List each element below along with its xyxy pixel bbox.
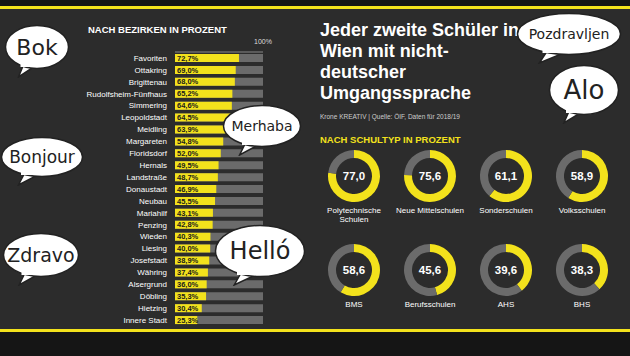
- svg-text:Ottakring: Ottakring: [135, 66, 167, 75]
- svg-text:Favoriten: Favoriten: [134, 54, 167, 63]
- svg-text:63,9%: 63,9%: [177, 125, 199, 134]
- html-text:Zdravo: Zdravo: [7, 244, 75, 266]
- html-text:Bonjour: Bonjour: [9, 147, 75, 167]
- html-text:Helló: Helló: [229, 237, 291, 265]
- svg-text:Donaustadt: Donaustadt: [126, 185, 168, 194]
- svg-text:25,3%: 25,3%: [177, 316, 199, 325]
- svg-text:Landstraße: Landstraße: [127, 173, 168, 182]
- svg-text:48,7%: 48,7%: [177, 173, 199, 182]
- svg-text:Hernals: Hernals: [139, 161, 167, 170]
- html-text:45,6: 45,6: [418, 264, 442, 276]
- svg-text:Penzing: Penzing: [138, 221, 167, 230]
- svg-text:65,2%: 65,2%: [177, 89, 199, 98]
- html-text:Volksschulen: Volksschulen: [558, 206, 606, 215]
- svg-text:36,0%: 36,0%: [177, 280, 199, 289]
- svg-text:Liesing: Liesing: [142, 244, 167, 253]
- html-text:Jeder zweite Schüler in Wien m: Jeder zweite Schüler in Wien mit nicht-d…: [320, 20, 520, 103]
- svg-text:30,4%: 30,4%: [177, 304, 199, 313]
- html-text:Krone KREATIV | Quelle: ÖIF, D: Krone KREATIV | Quelle: ÖIF, Daten für 2…: [320, 113, 460, 120]
- html-text:BHS: BHS: [573, 300, 591, 309]
- svg-text:40,3%: 40,3%: [177, 232, 199, 241]
- svg-text:Alsergrund: Alsergrund: [128, 280, 167, 289]
- svg-text:69,0%: 69,0%: [177, 66, 199, 75]
- svg-text:68,0%: 68,0%: [177, 77, 199, 86]
- svg-text:54,8%: 54,8%: [177, 137, 199, 146]
- html-text:NACH SCHULTYP IN PROZENT: NACH SCHULTYP IN PROZENT: [320, 134, 461, 145]
- html-text:Sonderschulen: Sonderschulen: [479, 206, 533, 215]
- html-text:61,1: 61,1: [494, 170, 518, 182]
- svg-text:Döbling: Döbling: [140, 292, 167, 301]
- svg-text:Meidling: Meidling: [137, 125, 167, 134]
- svg-text:Simmering: Simmering: [129, 101, 167, 110]
- svg-text:38,9%: 38,9%: [177, 256, 199, 265]
- html-text:Polytechnische Schulen: Polytechnische Schulen: [327, 206, 381, 224]
- html-text:58,9: 58,9: [570, 170, 594, 182]
- html-text:NACH BEZIRKEN IN PROZENT: NACH BEZIRKEN IN PROZENT: [88, 24, 227, 35]
- svg-text:46,9%: 46,9%: [177, 185, 199, 194]
- svg-text:72,7%: 72,7%: [177, 54, 199, 63]
- svg-text:Brigittenau: Brigittenau: [129, 78, 167, 87]
- svg-text:42,8%: 42,8%: [177, 220, 199, 229]
- html-text:77,0: 77,0: [342, 170, 366, 182]
- svg-text:Wieden: Wieden: [140, 232, 167, 241]
- svg-text:64,5%: 64,5%: [177, 113, 199, 122]
- html-text:39,6: 39,6: [494, 264, 518, 276]
- svg-text:40,0%: 40,0%: [177, 244, 199, 253]
- svg-text:35,3%: 35,3%: [177, 292, 199, 301]
- html-text:Bok: Bok: [16, 34, 58, 60]
- html-text:38,3: 38,3: [570, 264, 594, 276]
- svg-text:Hietzing: Hietzing: [138, 304, 167, 313]
- svg-text:Währing: Währing: [137, 268, 167, 277]
- svg-text:Leopoldstadt: Leopoldstadt: [121, 113, 168, 122]
- svg-text:49,5%: 49,5%: [177, 161, 199, 170]
- svg-text:45,5%: 45,5%: [177, 197, 199, 206]
- svg-text:Mariahilf: Mariahilf: [137, 209, 168, 218]
- svg-text:43,1%: 43,1%: [177, 209, 199, 218]
- html-text:BMS: BMS: [345, 300, 363, 309]
- html-text:Pozdravljen: Pozdravljen: [528, 26, 610, 42]
- svg-text:Josefstadt: Josefstadt: [131, 256, 168, 265]
- html-text:Merhaba: Merhaba: [231, 118, 293, 134]
- html-text:75,6: 75,6: [418, 170, 442, 182]
- html-text:Neue Mittelschulen: Neue Mittelschulen: [396, 206, 464, 215]
- svg-text:Innere Stadt: Innere Stadt: [123, 316, 167, 325]
- svg-text:52,0%: 52,0%: [177, 149, 199, 158]
- svg-text:Neubau: Neubau: [139, 197, 167, 206]
- html-text:AHS: AHS: [497, 300, 515, 309]
- html-text:Alo: Alo: [563, 75, 605, 105]
- html-text:Berufsschulen: Berufsschulen: [404, 300, 456, 309]
- svg-text:Margareten: Margareten: [126, 137, 167, 146]
- html-text:58,6: 58,6: [342, 264, 366, 276]
- svg-text:Floridsdorf: Floridsdorf: [129, 149, 168, 158]
- svg-text:64,6%: 64,6%: [177, 101, 199, 110]
- svg-text:100%: 100%: [254, 38, 272, 45]
- svg-text:37,4%: 37,4%: [177, 268, 199, 277]
- svg-text:Rudolfsheim-Fünfhaus: Rudolfsheim-Fünfhaus: [87, 90, 167, 99]
